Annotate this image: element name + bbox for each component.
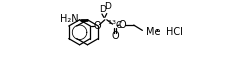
Text: HCl: HCl — [167, 27, 183, 37]
Text: D: D — [104, 2, 111, 11]
Text: $^{13}$C: $^{13}$C — [107, 19, 124, 31]
Text: O: O — [118, 20, 126, 30]
Text: O: O — [111, 31, 119, 41]
Text: D: D — [100, 5, 106, 14]
Text: ·: · — [155, 24, 159, 39]
Text: H₂N: H₂N — [60, 15, 78, 24]
Text: O: O — [93, 21, 101, 31]
Text: Me: Me — [146, 27, 161, 37]
